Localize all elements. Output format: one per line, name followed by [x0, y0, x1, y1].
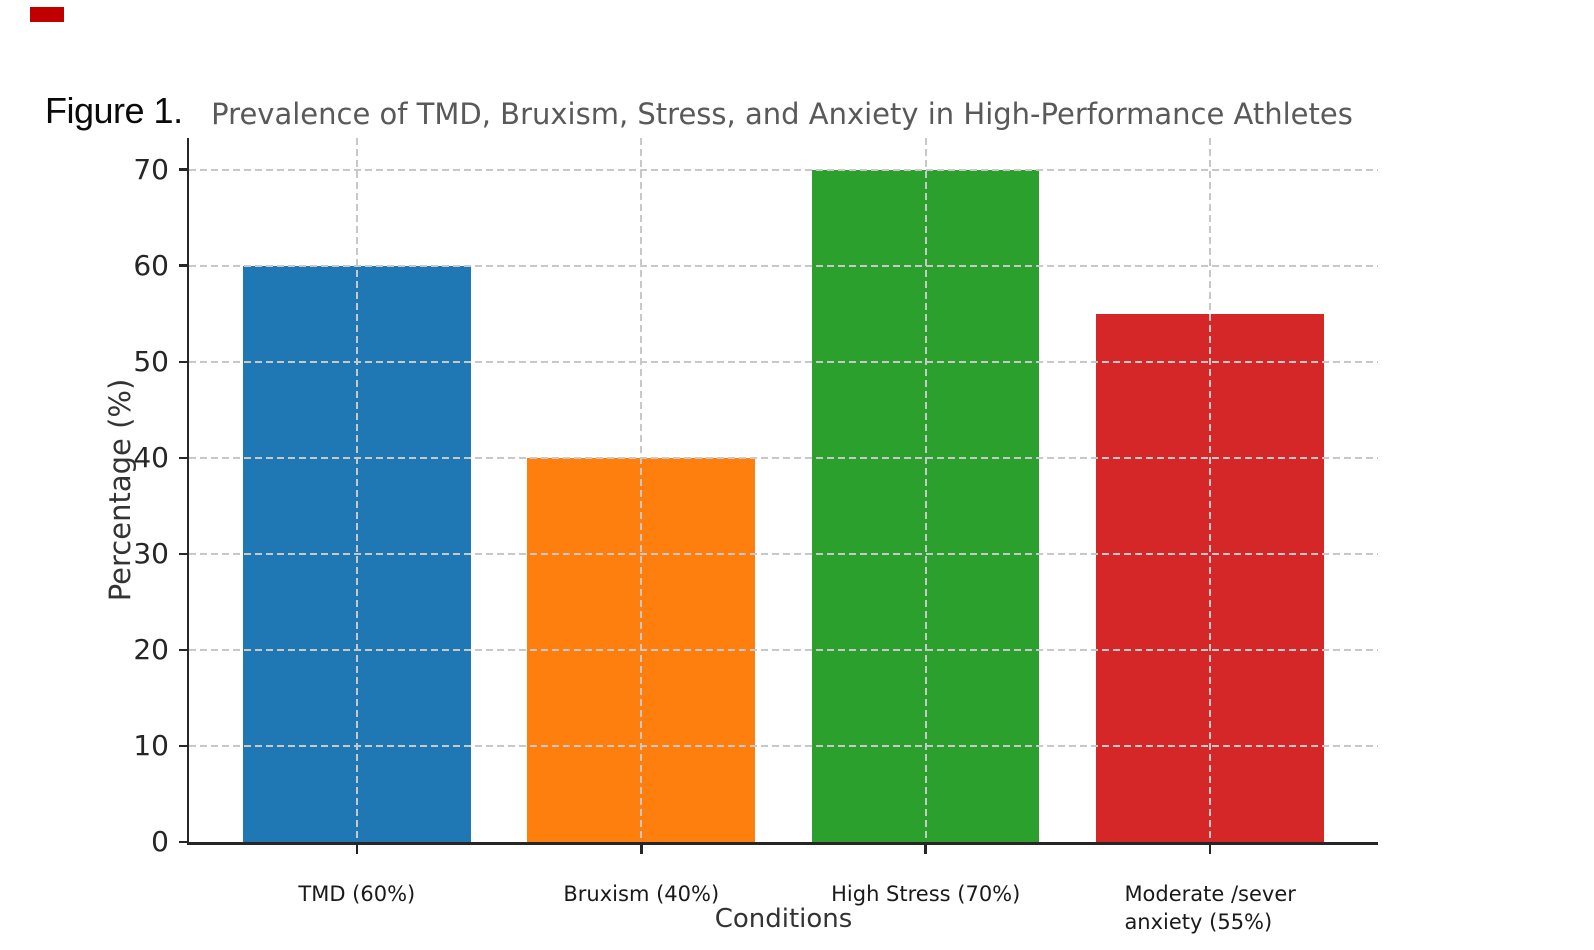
gridline-vertical	[640, 138, 643, 842]
x-axis-tick-label: High Stress (70%)	[831, 880, 1020, 908]
x-tick-line: Bruxism (40%)	[563, 882, 720, 906]
gridline-horizontal	[189, 552, 1378, 555]
x-axis-tick	[924, 845, 927, 854]
x-axis-tick-label: TMD (60%)	[298, 880, 415, 908]
y-axis-tick-label: 20	[133, 632, 169, 666]
y-axis-tick-label: 30	[133, 536, 169, 570]
x-axis-tick-label: Moderate /sever anxiety (55%)	[1124, 880, 1295, 937]
y-axis-tick-label: 0	[151, 825, 169, 858]
gridline-horizontal	[189, 744, 1378, 747]
corner-marker	[30, 7, 64, 22]
x-tick-line: Moderate /sever	[1124, 882, 1296, 906]
x-axis-tick	[1208, 845, 1212, 854]
gridline-vertical	[355, 138, 358, 842]
y-axis-tick-label: 50	[133, 344, 169, 378]
gridline-horizontal	[189, 648, 1378, 651]
x-tick-line: High Stress (70%)	[831, 882, 1021, 906]
y-axis-tick	[178, 264, 187, 267]
y-axis-tick-label: 70	[133, 152, 169, 186]
y-axis-tick-label: 10	[133, 728, 169, 762]
y-axis-tick	[178, 168, 187, 171]
y-axis-tick	[178, 648, 187, 652]
gridline-horizontal	[189, 168, 1378, 171]
gridline-horizontal	[189, 456, 1378, 459]
x-tick-line: TMD (60%)	[298, 882, 416, 906]
y-axis-tick-label: 60	[133, 248, 169, 282]
x-axis-tick	[355, 845, 359, 854]
gridline-horizontal	[189, 360, 1378, 363]
plot-area: Conditions 0 10 20 30 40 50 60 70 TMD (60%) Bruxi…	[133, 138, 1378, 934]
y-axis-tick-label: 40	[133, 440, 169, 474]
y-axis-tick	[178, 552, 187, 556]
gridline-vertical	[1209, 138, 1212, 842]
x-axis-tick-label: Bruxism (40%)	[563, 880, 719, 908]
x-axis-tick	[640, 845, 643, 854]
x-tick-line: anxiety (55%)	[1124, 910, 1273, 935]
y-axis-tick	[178, 840, 187, 844]
gridline-horizontal	[189, 264, 1378, 267]
figure-label: Figure 1.	[45, 90, 183, 131]
y-axis-tick	[178, 360, 187, 364]
gridline-vertical	[924, 138, 927, 842]
y-axis-tick	[178, 456, 187, 460]
x-axis-label: Conditions	[714, 904, 853, 934]
chart-title: Prevalence of TMD, Bruxism, Stress, and …	[211, 97, 1353, 131]
y-axis-tick	[178, 744, 187, 748]
y-axis-label: Percentage (%)	[103, 378, 137, 602]
